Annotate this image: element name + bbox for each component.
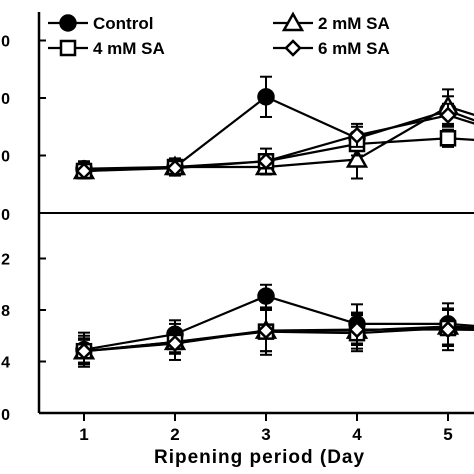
legend-marker-2-mm-sa <box>281 11 305 32</box>
top-y-tick-label: 0 <box>1 149 10 166</box>
bottom-series-line-6-mm-sa <box>83 328 474 353</box>
legend-label-6-mm-sa: 6 mM SA <box>318 39 390 58</box>
bottom-series-line-control <box>83 294 474 351</box>
x-tick-label: 1 <box>79 425 88 444</box>
bottom-point-6-mm-sa <box>257 321 275 340</box>
bottom-series-line-4-mm-sa <box>83 326 474 353</box>
x-tick-label: 3 <box>261 425 270 444</box>
bottom-y-base-label: 0 <box>1 407 10 424</box>
top-point-6-mm-sa <box>257 152 275 171</box>
top-point-6-mm-sa <box>166 159 184 177</box>
bottom-panel-y-ticks: 4 8 2 0 <box>1 252 46 424</box>
x-axis-title: Ripening period (Day <box>154 447 365 468</box>
top-panel-series <box>72 75 474 180</box>
x-tick-label: 2 <box>170 425 179 444</box>
bottom-point-6-mm-sa <box>75 342 93 360</box>
bottom-point-control <box>257 287 275 305</box>
legend-label-4-mm-sa: 4 mM SA <box>93 39 165 58</box>
legend-marker-6-mm-sa <box>284 39 302 57</box>
bottom-y-tick-label: 4 <box>1 355 10 372</box>
legend-label-control: Control <box>93 14 153 33</box>
legend: Control 2 mM SA 4 mM SA 6 mM SA <box>48 11 390 58</box>
top-y-tick-label: 0 <box>1 34 10 51</box>
legend-marker-4-mm-sa <box>59 39 77 57</box>
bottom-y-tick-label: 8 <box>1 303 10 320</box>
bottom-point-6-mm-sa <box>348 320 366 339</box>
bottom-point-6-mm-sa <box>439 320 457 339</box>
bottom-panel: 4 8 2 0 1 2 3 4 5 Ripening period (Day <box>1 213 474 468</box>
top-point-6-mm-sa <box>75 162 93 180</box>
top-point-6-mm-sa <box>348 126 366 145</box>
x-axis-ticks: 1 2 3 4 5 <box>79 413 453 444</box>
bottom-panel-series <box>72 283 474 368</box>
bottom-point-6-mm-sa <box>166 334 184 353</box>
top-point-2-mm-sa <box>345 147 369 168</box>
x-tick-label: 4 <box>352 425 362 444</box>
legend-marker-control <box>59 14 77 32</box>
top-point-4-mm-sa <box>439 130 457 147</box>
top-point-6-mm-sa <box>439 106 457 125</box>
top-series-line-2-mm-sa <box>83 105 474 173</box>
top-y-base-label: 0 <box>1 207 10 224</box>
top-panel: 0 0 0 0 <box>1 12 474 224</box>
top-y-tick-label: 0 <box>1 91 10 108</box>
bottom-y-tick-label: 2 <box>1 252 10 269</box>
top-point-control <box>257 88 275 106</box>
legend-label-2-mm-sa: 2 mM SA <box>318 14 390 33</box>
x-tick-label: 5 <box>443 425 452 444</box>
top-series-line-6-mm-sa <box>83 114 474 173</box>
top-panel-y-ticks: 0 0 0 0 <box>1 34 46 224</box>
